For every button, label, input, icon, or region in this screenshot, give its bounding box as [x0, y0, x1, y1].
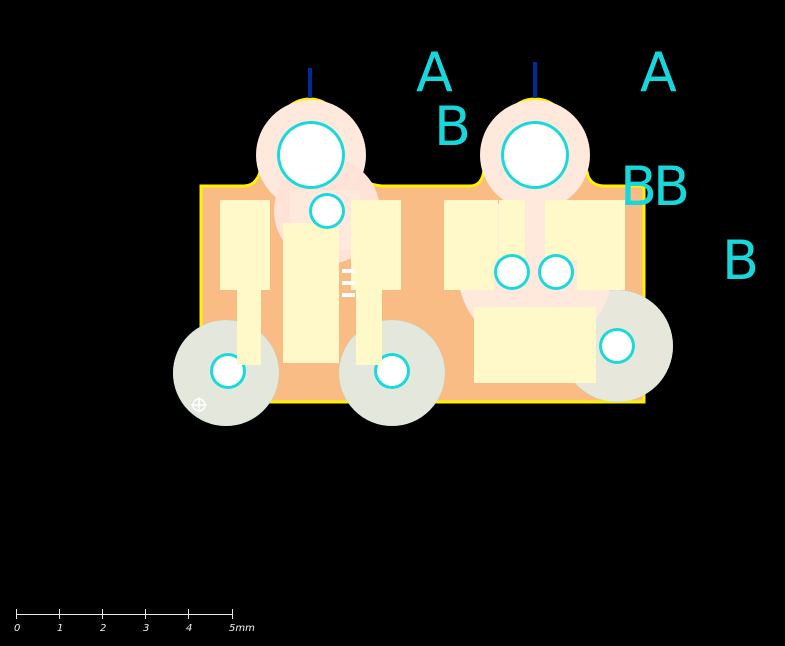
- lead-stub-left: [308, 68, 312, 98]
- mounting-hole-left: [280, 124, 342, 186]
- scale-tick-1: [59, 609, 60, 619]
- small-hatched-pad-1: [342, 269, 355, 273]
- scale-label-4: 4: [186, 623, 193, 634]
- pad-center-left: [283, 223, 339, 363]
- crosshair-icon: [191, 397, 207, 413]
- small-hatched-pad-2: [342, 281, 355, 285]
- net-label-b-left: B: [434, 95, 471, 158]
- via-center-left: [497, 257, 527, 287]
- scale-tick-3: [145, 609, 146, 619]
- net-label-a-left: A: [416, 41, 453, 104]
- scale-label-5: 5mm: [229, 623, 255, 634]
- via-top-small: [312, 196, 342, 226]
- pad-mid-bar-2: [499, 200, 525, 260]
- scale-label-3: 3: [143, 623, 150, 634]
- net-label-b-far-right: B: [722, 229, 759, 292]
- overlay-middle-bar: [356, 324, 382, 365]
- pad-mid-bar-3: [545, 200, 571, 260]
- via-center-right: [541, 257, 571, 287]
- net-label-bb-right: BB: [620, 155, 690, 218]
- pad-lower-right-block: [474, 307, 596, 383]
- pad-mid-bar-1: [472, 200, 498, 260]
- scale-label-2: 2: [100, 623, 107, 634]
- scale-bar: 0 1 2 3 4 5mm: [14, 606, 255, 640]
- scale-tick-0: [16, 609, 17, 619]
- overlay-left-bar: [237, 324, 261, 365]
- small-hatched-pad-3: [342, 293, 355, 297]
- scale-line: [16, 614, 233, 615]
- scale-tick-4: [188, 609, 189, 619]
- via-right: [602, 331, 632, 361]
- pad-right-top: [577, 200, 625, 290]
- scale-tick-2: [102, 609, 103, 619]
- via-bottom-middle: [377, 356, 407, 386]
- scale-label-0: 0: [14, 623, 21, 634]
- lead-stub-right: [533, 62, 537, 98]
- net-label-a-right: A: [640, 41, 677, 104]
- scale-label-1: 1: [57, 623, 64, 634]
- via-bottom-left: [213, 356, 243, 386]
- scale-tick-5: [232, 609, 233, 619]
- mounting-hole-right: [504, 124, 566, 186]
